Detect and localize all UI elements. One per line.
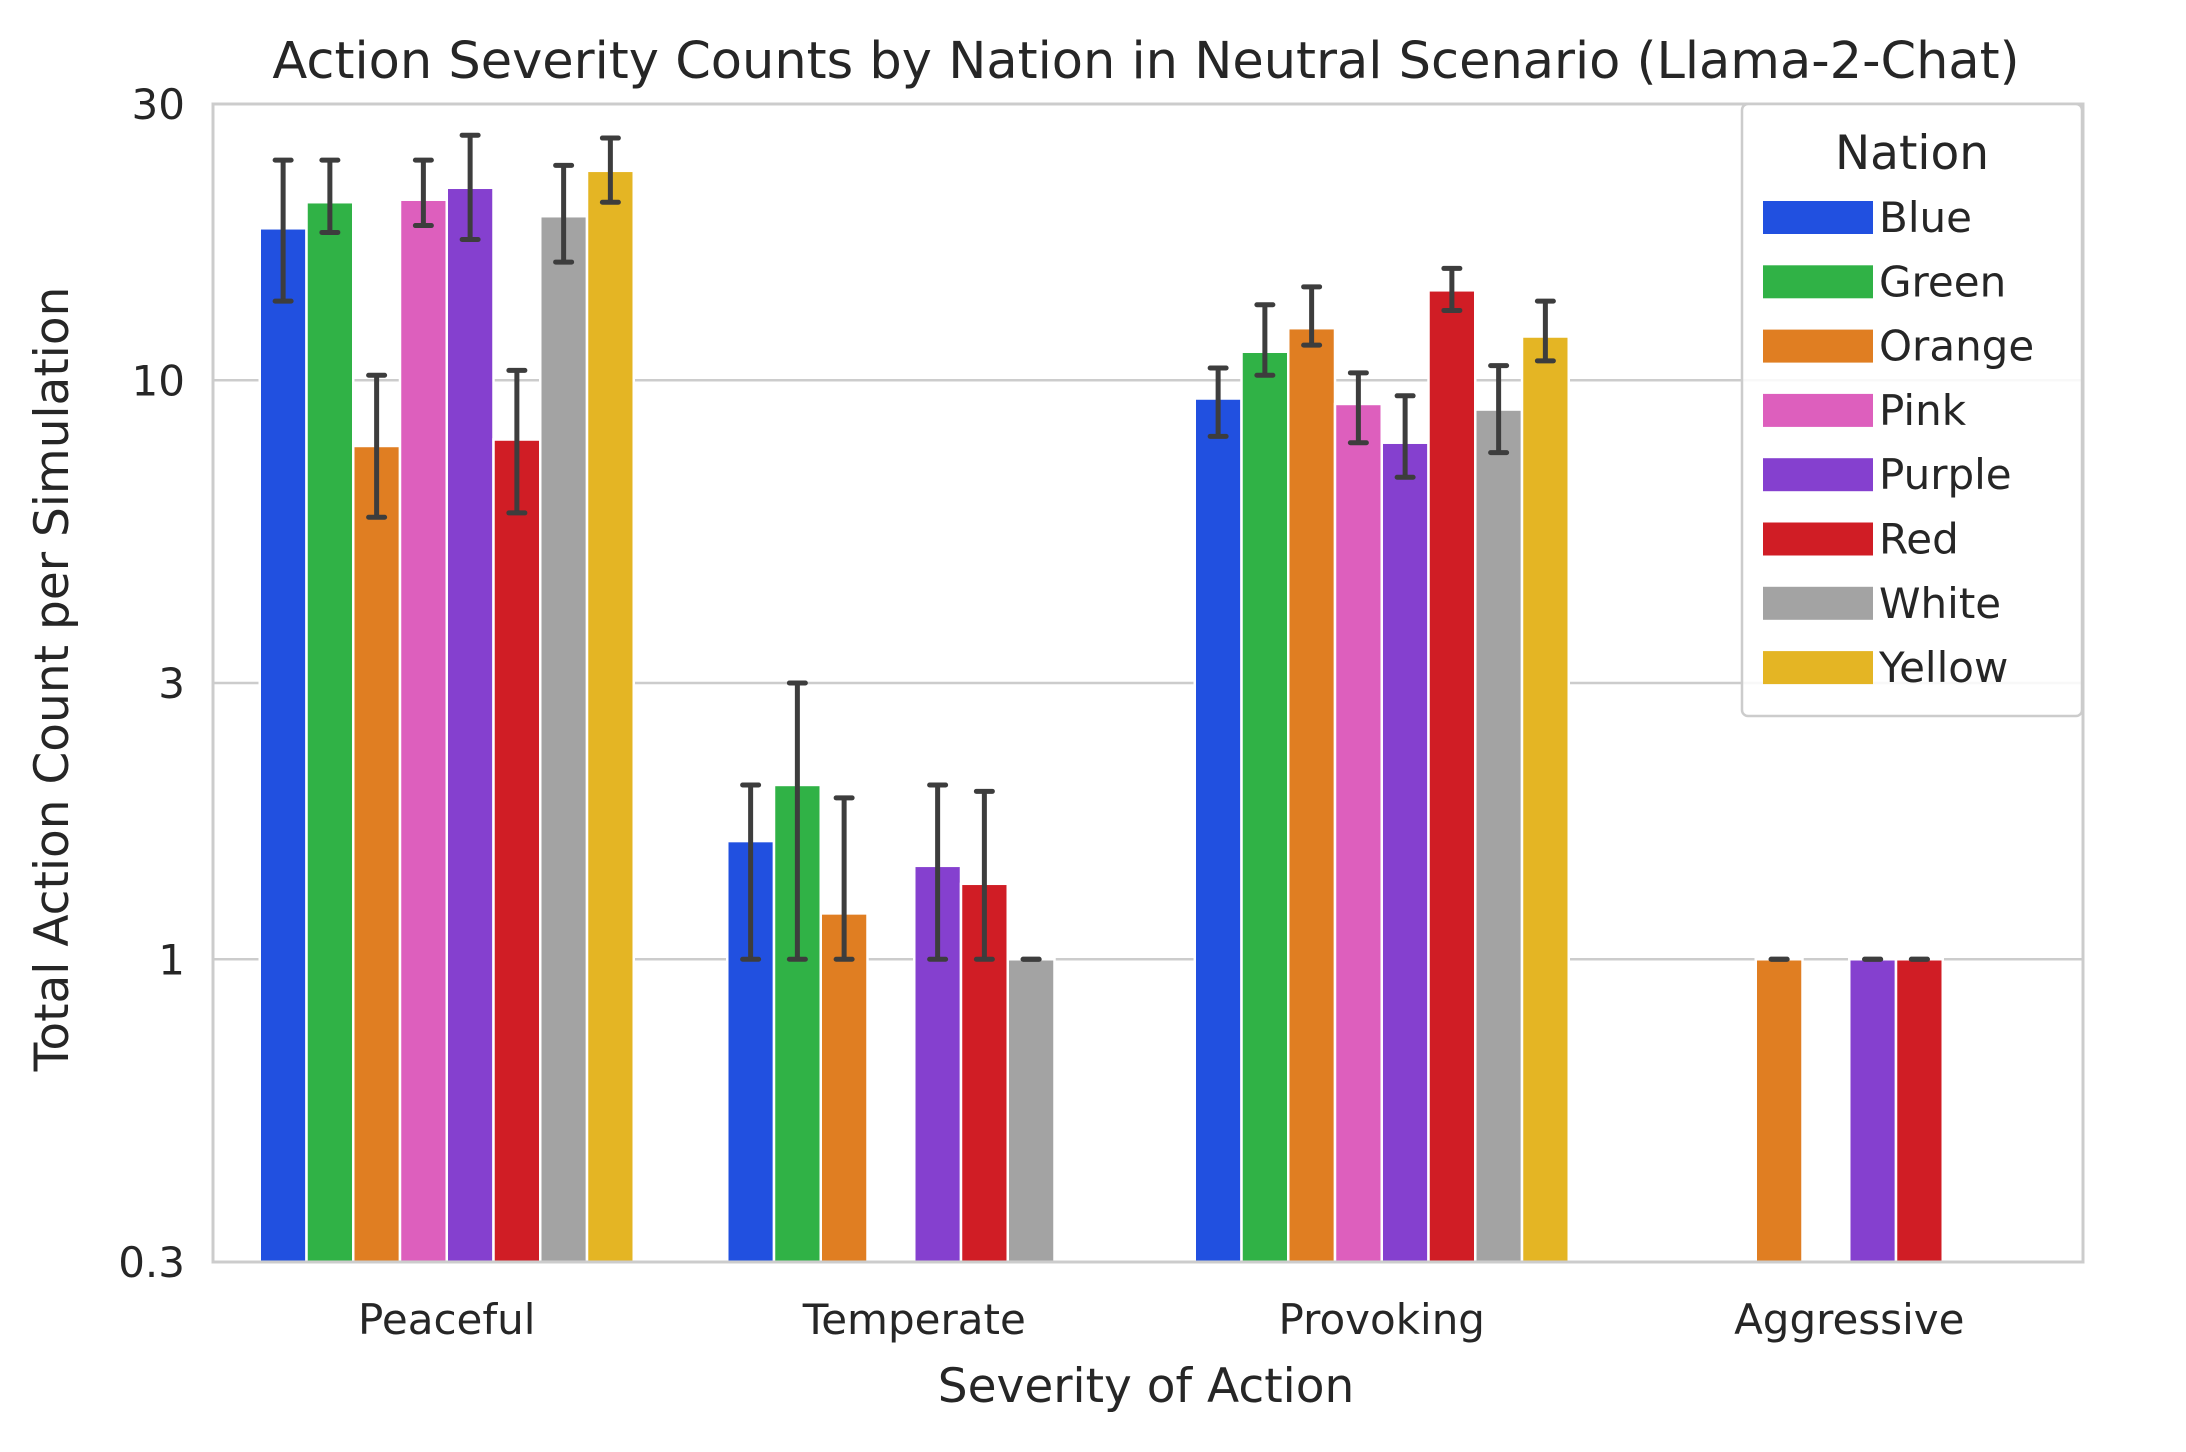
bar-purple-aggressive xyxy=(1848,958,1898,1264)
error-bar xyxy=(1347,370,1369,446)
bar-green-provoking xyxy=(1240,350,1290,1264)
bar-orange-aggressive xyxy=(1754,958,1804,1264)
bar-yellow-peaceful xyxy=(585,169,635,1264)
legend-item-white: White xyxy=(1763,579,2001,628)
error-bar xyxy=(599,135,621,205)
error-bar xyxy=(1207,365,1229,439)
error-bar xyxy=(412,157,434,229)
legend-swatch xyxy=(1763,329,1873,363)
legend-item-orange: Orange xyxy=(1763,322,2034,371)
bar-red-peaceful xyxy=(492,438,542,1264)
legend-label: Purple xyxy=(1879,450,2012,499)
bar-red-aggressive xyxy=(1894,958,1944,1264)
x-tick-label: Peaceful xyxy=(358,1295,535,1344)
legend-label: Red xyxy=(1879,515,1959,564)
error-bar xyxy=(319,157,341,235)
error-bar xyxy=(1534,298,1556,364)
error-bar xyxy=(272,157,294,304)
legend: Nation Blue Green Orange Pink Purple Red White… xyxy=(1740,102,2084,718)
legend-swatch xyxy=(1763,651,1873,685)
y-axis-label: Total Action Count per Simulation xyxy=(25,287,80,1073)
chart-title: Action Severity Counts by Nation in Neut… xyxy=(272,32,2019,91)
x-axis-label: Severity of Action xyxy=(938,1359,1354,1414)
error-bar xyxy=(786,680,808,962)
bar-green-peaceful xyxy=(305,200,355,1264)
bar-blue-provoking xyxy=(1193,397,1243,1264)
legend-title: Nation xyxy=(1835,126,1989,181)
error-bar xyxy=(1301,284,1323,348)
bar-red-provoking xyxy=(1427,289,1477,1264)
error-bar xyxy=(1394,393,1416,480)
legend-label: Pink xyxy=(1879,386,1967,435)
legend-box xyxy=(1740,102,2084,718)
bar-orange-temperate xyxy=(819,912,869,1264)
error-bar xyxy=(1441,265,1463,313)
error-bar xyxy=(1488,363,1510,456)
bars xyxy=(258,169,1944,1264)
legend-items: Blue Green Orange Pink Purple Red White Yellow xyxy=(1763,193,2034,692)
bar-pink-peaceful xyxy=(398,198,448,1264)
error-bar xyxy=(740,782,762,962)
error-bar xyxy=(459,132,481,243)
error-bar xyxy=(553,162,575,265)
error-bar xyxy=(1254,302,1276,378)
x-tick-label: Temperate xyxy=(802,1295,1026,1344)
legend-item-purple: Purple xyxy=(1763,450,2012,499)
legend-label: Yellow xyxy=(1878,643,2008,692)
bar-purple-peaceful xyxy=(445,186,495,1264)
legend-swatch xyxy=(1763,522,1873,556)
bar-white-temperate xyxy=(1006,958,1056,1264)
error-bars xyxy=(272,132,1930,962)
legend-item-pink: Pink xyxy=(1763,386,1967,435)
y-tick-label: 3 xyxy=(158,659,185,708)
error-bar xyxy=(927,782,949,962)
bar-orange-provoking xyxy=(1287,326,1337,1264)
bar-yellow-provoking xyxy=(1520,335,1570,1264)
y-tick-label: 1 xyxy=(158,935,185,984)
legend-label: Blue xyxy=(1879,193,1972,242)
legend-swatch xyxy=(1763,265,1873,299)
legend-item-red: Red xyxy=(1763,515,1959,564)
legend-item-green: Green xyxy=(1763,257,2006,306)
x-tick-label: Aggressive xyxy=(1734,1295,1964,1344)
x-tick-labels: Peaceful Temperate Provoking Aggressive xyxy=(358,1295,1964,1344)
bar-pink-provoking xyxy=(1333,402,1383,1264)
x-tick-label: Provoking xyxy=(1279,1295,1485,1344)
legend-label: Orange xyxy=(1879,322,2034,371)
y-tick-label: 0.3 xyxy=(118,1238,185,1287)
y-tick-labels: 0.3 1 3 10 30 xyxy=(118,80,185,1287)
bar-white-provoking xyxy=(1474,408,1524,1264)
legend-swatch xyxy=(1763,201,1873,234)
error-bar xyxy=(833,795,855,962)
error-bar xyxy=(506,367,528,516)
legend-swatch xyxy=(1763,586,1873,620)
legend-label: White xyxy=(1879,579,2001,628)
error-bar xyxy=(366,372,388,520)
legend-swatch xyxy=(1763,458,1873,492)
legend-swatch xyxy=(1763,393,1873,427)
bar-blue-peaceful xyxy=(258,227,308,1264)
legend-label: Green xyxy=(1879,257,2006,306)
bar-purple-provoking xyxy=(1380,441,1430,1264)
y-tick-label: 30 xyxy=(132,80,185,129)
bar-orange-peaceful xyxy=(352,444,402,1264)
bar-white-peaceful xyxy=(539,214,589,1264)
error-bar xyxy=(973,788,995,962)
legend-item-yellow: Yellow xyxy=(1763,643,2008,692)
y-tick-label: 10 xyxy=(132,356,185,405)
legend-item-blue: Blue xyxy=(1763,193,1972,242)
